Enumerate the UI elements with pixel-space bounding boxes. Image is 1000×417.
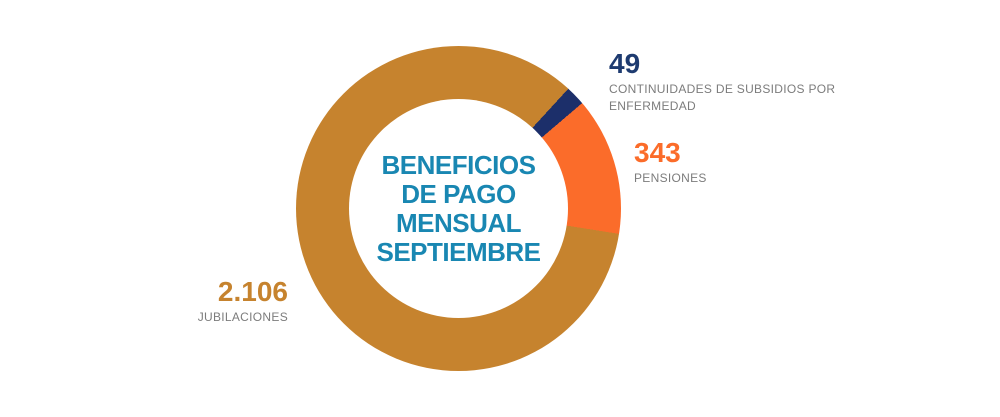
jubilaciones-value: 2.106 <box>217 276 288 307</box>
continuidades-value: 49 <box>609 48 641 79</box>
pensiones-label: PENSIONES <box>634 171 707 185</box>
callout-continuidades: 49 CONTINUIDADES DE SUBSIDIOS POR ENFERM… <box>609 49 839 115</box>
center-title-line-2: DE PAGO <box>401 178 516 209</box>
chart-center-title: BENEFICIOS DE PAGO MENSUAL SEPTIEMBRE <box>296 46 621 371</box>
center-title-line-4: SEPTIEMBRE <box>376 236 541 267</box>
center-title-line-1: BENEFICIOS <box>381 149 536 180</box>
callout-pensiones: 343 PENSIONES <box>634 138 834 187</box>
pensiones-value: 343 <box>634 137 681 168</box>
jubilaciones-label: JUBILACIONES <box>197 310 288 324</box>
donut-hole <box>349 99 568 318</box>
continuidades-label: CONTINUIDADES DE SUBSIDIOS POR ENFERMEDA… <box>609 82 836 113</box>
callout-jubilaciones: 2.106 JUBILACIONES <box>68 277 288 326</box>
center-title-line-3: MENSUAL <box>395 207 522 238</box>
